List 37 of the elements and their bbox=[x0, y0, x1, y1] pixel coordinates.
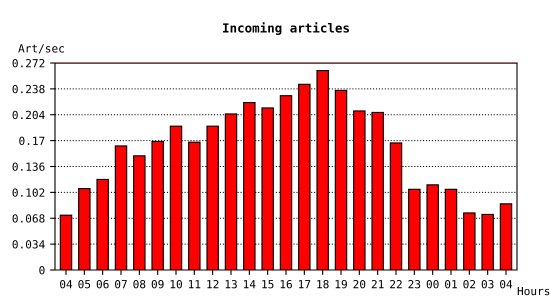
x-tick-label: 20 bbox=[353, 280, 366, 288]
y-tick-label: 0.136 bbox=[12, 162, 45, 171]
x-tick-label: 17 bbox=[298, 280, 310, 288]
x-tick-label: 04 bbox=[60, 280, 72, 288]
x-tick-label: 06 bbox=[96, 280, 109, 288]
y-tick-label: 0.068 bbox=[12, 214, 45, 223]
x-tick-label: 16 bbox=[280, 280, 292, 288]
x-tick-label: 23 bbox=[408, 280, 420, 288]
x-tick-label: 18 bbox=[317, 280, 329, 288]
x-tick-label: 11 bbox=[188, 280, 200, 288]
x-axis-title: Hours bbox=[518, 286, 550, 296]
x-tick-label: 03 bbox=[482, 280, 494, 288]
x-tick-label: 12 bbox=[207, 280, 218, 288]
x-tick-label: 02 bbox=[463, 280, 476, 288]
y-tick-label: 0 bbox=[39, 266, 45, 274]
x-tick-label: 21 bbox=[372, 280, 384, 288]
y-tick-label: 0.238 bbox=[12, 84, 45, 94]
x-tick-label: 07 bbox=[115, 280, 127, 288]
x-tick-label: 19 bbox=[336, 280, 347, 288]
y-tick-label: 0.17 bbox=[19, 136, 44, 146]
x-tick-label: 13 bbox=[226, 280, 237, 288]
x-tick-label: 01 bbox=[445, 280, 457, 288]
x-tick-label: 04 bbox=[500, 280, 512, 288]
x-tick-label: 10 bbox=[170, 280, 182, 288]
y-tick-label: 0.204 bbox=[12, 110, 45, 120]
x-tick-label: 00 bbox=[426, 280, 439, 288]
x-tick-label: 09 bbox=[152, 280, 164, 288]
chart-title: Incoming articles bbox=[223, 22, 349, 36]
x-tick-label: 08 bbox=[133, 280, 146, 288]
y-tick-label: 0.102 bbox=[12, 188, 44, 197]
y-tick-label: 0.034 bbox=[12, 240, 45, 249]
x-tick-label: 22 bbox=[390, 280, 402, 288]
x-tick-label: 14 bbox=[244, 280, 256, 288]
y-tick-label: 0.272 bbox=[12, 59, 44, 68]
x-tick-label: 15 bbox=[262, 280, 274, 288]
x-tick-label: 05 bbox=[78, 280, 90, 288]
y-axis-title: Art/sec bbox=[18, 44, 64, 54]
